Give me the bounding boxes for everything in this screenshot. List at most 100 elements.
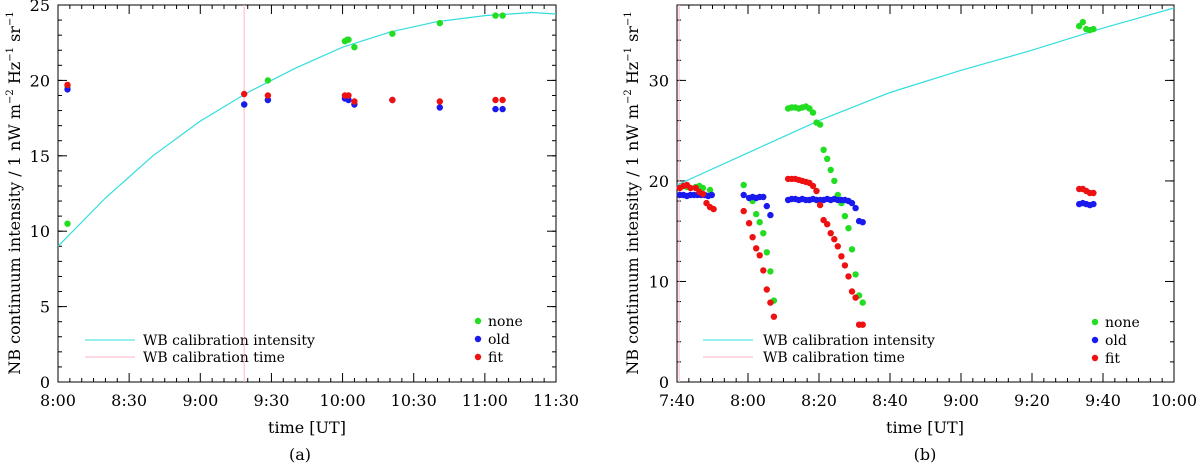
point-none-a (351, 44, 358, 51)
panel-label-a: (a) (289, 445, 311, 464)
point-fit-b (809, 182, 817, 190)
point-none-b (756, 219, 763, 226)
point-fit-b (820, 216, 827, 224)
plot-frame-b (676, 4, 1175, 383)
legend-old-marker-b (1091, 336, 1099, 344)
point-fit-b (687, 184, 694, 192)
legend-none-marker-a (474, 317, 482, 325)
legend-old-marker-a (474, 335, 482, 343)
legend-none-marker-b (1091, 318, 1099, 326)
point-old-a (64, 86, 71, 93)
point-none-b (740, 181, 747, 189)
panel-label-b: (b) (914, 445, 937, 464)
y-axis-title-a: NB continuum intensity / 1 nW m−2 Hz−1 s… (5, 11, 24, 374)
points-a (64, 12, 506, 227)
point-none-a (436, 19, 443, 27)
points-b (676, 18, 1097, 328)
point-fit-b (838, 253, 845, 260)
point-old-a (241, 101, 248, 108)
legend-wb-intensity-label-a: WB calibration intensity (143, 333, 315, 349)
point-fit-b (753, 245, 760, 252)
legend-wb-time-label-a: WB calibration time (143, 350, 285, 366)
point-fit-b (763, 286, 770, 293)
panel-b: 7:40 8:00 8:20 8:40 9:00 9:20 9:40 10:00 0 10 20 30… (623, 4, 1197, 464)
point-fit-b (1090, 189, 1097, 197)
legend-wb-intensity-label-b: WB calibration intensity (763, 333, 935, 349)
point-none-b (706, 186, 714, 194)
point-fit-b (740, 207, 747, 215)
legend-old-label-a: old (488, 332, 510, 348)
panel-a: 8:00 8:30 9:00 9:30 10:00 10:30 11:00 11:30 0 5 10… (5, 0, 579, 464)
point-old-b (740, 191, 747, 199)
legend-right-a: none old fit (474, 314, 523, 366)
point-fit-b (767, 299, 774, 306)
point-fit-a (389, 96, 396, 104)
x-tick-label-b: 9:20 (1014, 391, 1050, 410)
point-none-b (816, 121, 824, 128)
point-fit-a (436, 98, 443, 105)
point-old-b (852, 204, 859, 212)
point-none-b (859, 299, 866, 306)
y-tick-label-a: 15 (30, 147, 50, 166)
point-fit-b (816, 201, 824, 209)
point-old-b (1090, 200, 1097, 208)
point-none-b (760, 230, 767, 237)
point-fit-b (845, 273, 852, 280)
point-fit-b (824, 221, 831, 228)
point-none-b (831, 177, 838, 185)
legend-fit-marker-a (474, 353, 482, 361)
point-old-b (767, 211, 774, 219)
point-fit-a (64, 81, 71, 89)
point-none-a (264, 77, 272, 84)
point-none-a (492, 12, 499, 19)
point-old-a (436, 104, 443, 111)
point-none-a (389, 30, 396, 37)
point-none-b (806, 105, 813, 112)
legend-old-label-b: old (1105, 333, 1127, 349)
point-fit-b (760, 267, 767, 274)
point-old-b (848, 199, 856, 207)
point-fit-b (859, 321, 866, 328)
x-tick-label-b: 8:00 (730, 391, 766, 410)
point-none-b (845, 225, 852, 232)
point-fit-a (345, 92, 352, 99)
point-none-b (820, 146, 827, 153)
point-none-b (848, 246, 856, 253)
x-tick-label-a: 8:00 (40, 391, 76, 410)
x-axis-title-b: time [UT] (886, 418, 964, 437)
point-fit-b (770, 313, 778, 320)
point-none-b (827, 166, 834, 174)
y-tick-label-a: 0 (40, 373, 50, 392)
point-fit-a (264, 92, 272, 99)
plot-frame-a (57, 4, 557, 383)
point-fit-b (699, 190, 707, 198)
x-tick-label-a: 11:00 (462, 391, 508, 410)
x-tick-label-b: 8:20 (801, 391, 837, 410)
point-none-b (763, 249, 770, 256)
x-tick-label-b: 8:40 (872, 391, 908, 410)
legend-fit-marker-b (1091, 354, 1099, 362)
y-tick-label-b: 20 (649, 172, 669, 191)
x-tick-label-b: 7:40 (659, 391, 695, 410)
x-tick-label-b: 10:00 (1151, 391, 1197, 410)
legend-right-b: none old fit (1091, 315, 1140, 367)
x-tick-label-a: 11:30 (533, 391, 579, 410)
point-fit-b (831, 236, 838, 243)
point-fit-b (834, 243, 841, 250)
point-fit-a (351, 98, 358, 105)
y-tick-label-a: 5 (40, 298, 50, 317)
y-tick-label-b: 30 (649, 71, 669, 90)
wb-calibration-intensity-curve-b (676, 7, 1175, 186)
x-tick-label-a: 8:30 (111, 391, 147, 410)
point-old-b (859, 219, 866, 226)
point-none-a (64, 220, 71, 227)
x-axis-title-a: time [UT] (268, 418, 346, 437)
point-old-a (264, 96, 272, 104)
y-tick-label-b: 10 (649, 272, 669, 291)
legend-fit-label-b: fit (1105, 351, 1120, 367)
ticks-b: 7:40 8:00 8:20 8:40 9:00 9:20 9:40 10:00 0 10 20 30 (649, 5, 1197, 410)
point-fit-b (813, 187, 820, 195)
y-tick-label-b: 0 (659, 373, 669, 392)
point-none-b (1090, 25, 1097, 33)
